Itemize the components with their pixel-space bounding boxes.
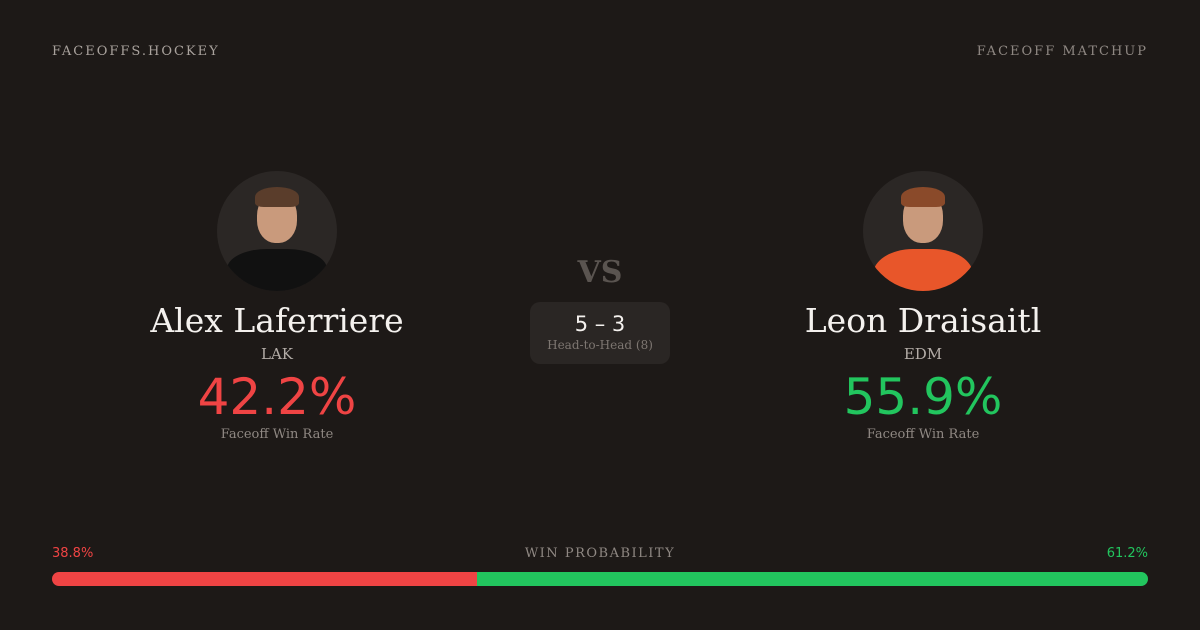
site-brand[interactable]: FACEOFFS.HOCKEY <box>52 44 220 59</box>
win-probability-right: 61.2% <box>1106 546 1148 561</box>
win-probability-label: WIN PROBABILITY <box>524 546 676 561</box>
page-kicker: FACEOFF MATCHUP <box>976 44 1148 59</box>
vs-label: VS <box>577 255 623 290</box>
player-right-team: EDM <box>903 345 943 363</box>
win-probability-bar-left <box>52 572 478 586</box>
player-left-name: Alex Laferriere <box>150 301 404 340</box>
player-right: Leon Draisaitl EDM 55.9% Faceoff Win Rat… <box>773 171 1073 442</box>
head-to-head-box: 5 – 3 Head-to-Head (8) <box>530 302 670 364</box>
player-left-win-rate-label: Faceoff Win Rate <box>220 427 334 442</box>
player-left-team: LAK <box>261 345 293 363</box>
head-to-head-score: 5 – 3 <box>574 312 626 336</box>
player-left-win-rate: 42.2% <box>197 368 357 426</box>
player-right-name: Leon Draisaitl <box>804 301 1042 340</box>
player-left-avatar <box>217 171 337 291</box>
player-right-win-rate-label: Faceoff Win Rate <box>866 427 980 442</box>
head-to-head-label: Head-to-Head (8) <box>547 338 653 352</box>
win-probability-bar-right <box>477 572 1148 586</box>
win-probability-bar <box>52 572 1148 586</box>
win-probability-left: 38.8% <box>52 546 94 561</box>
player-left: Alex Laferriere LAK 42.2% Faceoff Win Ra… <box>127 171 427 442</box>
player-right-win-rate: 55.9% <box>843 368 1003 426</box>
player-right-avatar <box>863 171 983 291</box>
